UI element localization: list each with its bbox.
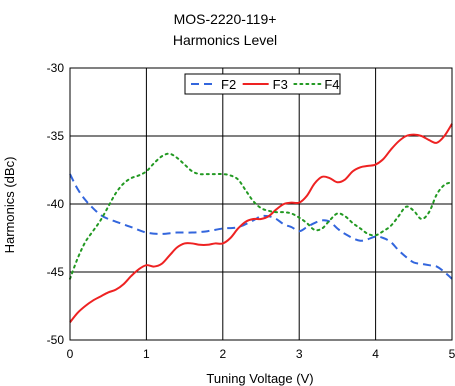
x-tick-label: 1 [143,347,150,361]
series-layer [69,123,453,323]
legend-label-f2: F2 [221,77,236,92]
chart-subtitle: Harmonics Level [173,32,277,48]
x-tick-label: 3 [296,347,303,361]
y-tick-label: -30 [47,61,65,75]
series-line-f3 [69,123,453,323]
y-tick-label: -50 [47,333,65,347]
y-tick-label: -35 [47,129,65,143]
x-tick-label: 2 [219,347,226,361]
x-axis-label: Tuning Voltage (V) [206,371,313,386]
chart-title: MOS-2220-119+ [174,11,277,27]
x-tick-label: 0 [67,347,74,361]
legend-label-f4: F4 [324,77,339,92]
x-tick-label: 5 [449,347,455,361]
tick-labels: 0 1 2 3 4 5 -30 -35 -40 -45 -50 [47,61,455,361]
x-tick-label: 4 [372,347,379,361]
y-axis-label: Harmonics (dBc) [2,157,17,254]
series-line-f2 [69,173,453,280]
plot-frame [69,67,453,341]
legend-label-f3: F3 [273,77,288,92]
y-tick-label: -40 [47,197,65,211]
legend: F2 F3 F4 [184,73,341,95]
grid [69,67,453,341]
y-tick-label: -45 [47,265,65,279]
series-line-f4 [69,152,453,280]
